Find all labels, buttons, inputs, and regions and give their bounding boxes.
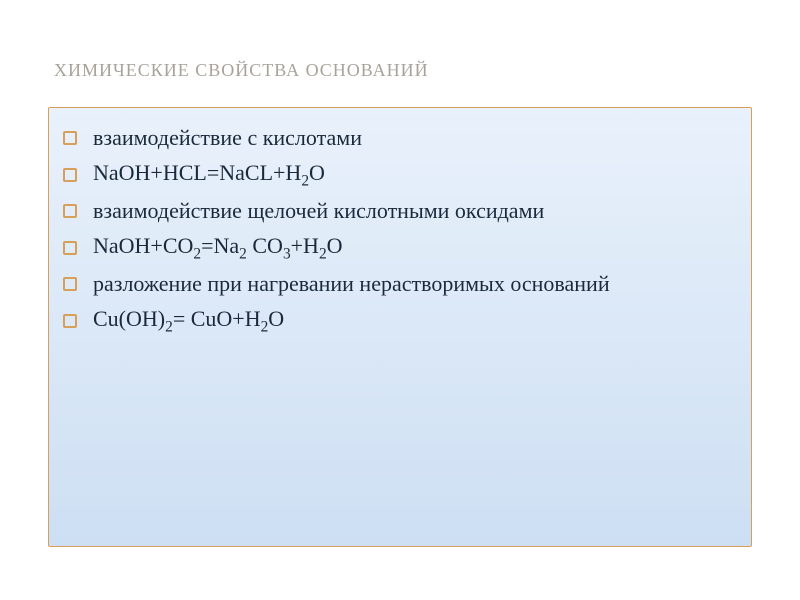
list-item-label: взаимодействие с кислотами [93, 124, 362, 153]
list-item-label: разложение при нагревании нерастворимых … [93, 270, 610, 299]
list-item-formula: Cu(OH)2= CuO+H2O [93, 305, 284, 337]
list-item: NaOH+CO2=Na2 CO3+H2O [63, 232, 723, 264]
bullet-icon [63, 168, 77, 182]
list-item: взаимодействие щелочей кислотными оксида… [63, 197, 723, 226]
list-item: разложение при нагревании нерастворимых … [63, 270, 723, 299]
list-item-formula: NaOH+HCL=NaCL+H2O [93, 159, 325, 191]
list-item-formula: NaOH+CO2=Na2 CO3+H2O [93, 232, 343, 264]
slide-title: ХИМИЧЕСКИЕ СВОЙСТВА ОСНОВАНИЙ [54, 60, 752, 81]
bullet-icon [63, 241, 77, 255]
content-box: взаимодействие с кислотами NaOH+HCL=NaCL… [48, 107, 752, 547]
bullet-icon [63, 277, 77, 291]
list-item: Cu(OH)2= CuO+H2O [63, 305, 723, 337]
list-item: взаимодействие с кислотами [63, 124, 723, 153]
list-item: NaOH+HCL=NaCL+H2O [63, 159, 723, 191]
list-item-label: взаимодействие щелочей кислотными оксида… [93, 197, 544, 226]
bullet-icon [63, 204, 77, 218]
slide: ХИМИЧЕСКИЕ СВОЙСТВА ОСНОВАНИЙ взаимодейс… [0, 0, 800, 600]
bullet-icon [63, 314, 77, 328]
bullet-icon [63, 131, 77, 145]
